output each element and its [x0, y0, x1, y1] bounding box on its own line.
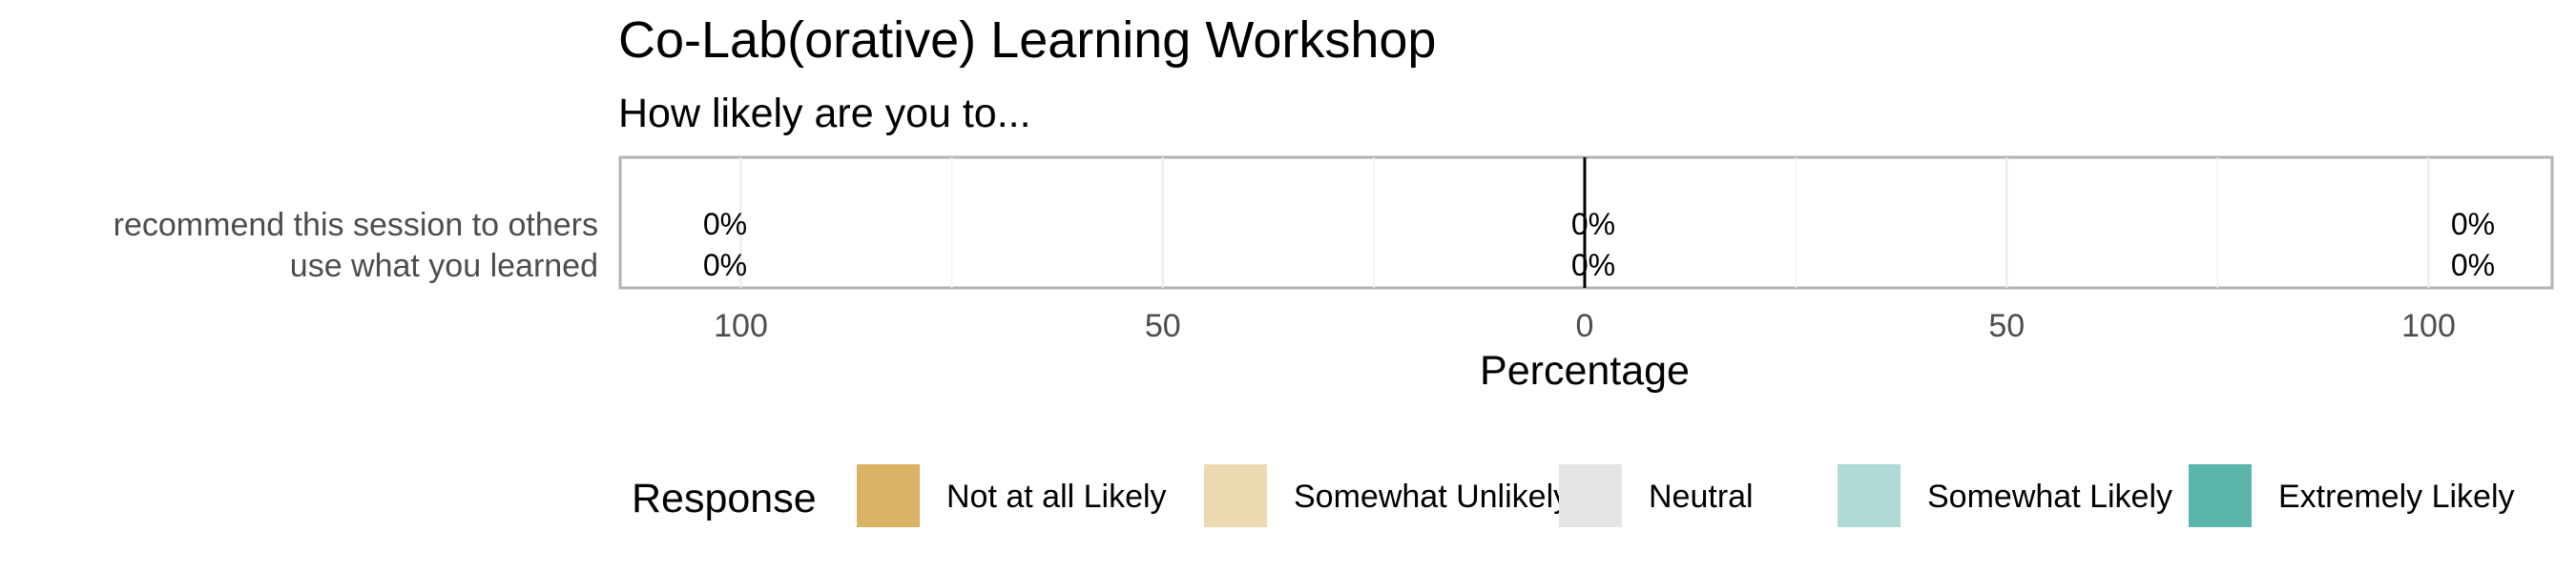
chart-title: Co-Lab(orative) Learning Workshop	[618, 11, 1436, 69]
x-axis: 100 50 0 50 100	[714, 308, 2456, 344]
legend-key	[857, 464, 920, 527]
chart-subtitle: How likely are you to...	[618, 91, 1031, 136]
data-label-left: 0%	[703, 207, 747, 241]
x-tick-label: 50	[1988, 308, 2025, 344]
legend-key	[1559, 464, 1622, 527]
category-label: recommend this session to others	[114, 207, 598, 243]
legend-key	[1204, 464, 1267, 527]
data-label-right: 0%	[2451, 207, 2495, 241]
data-label-layer: 0% 0% 0% 0% 0% 0%	[703, 207, 2495, 282]
legend-label: Not at all Likely	[946, 479, 1167, 515]
legend: Response Not at all Likely Somewhat Unlik…	[632, 464, 2515, 527]
data-label-right: 0%	[2451, 248, 2495, 282]
data-label-left: 0%	[703, 248, 747, 282]
legend-title: Response	[632, 476, 817, 521]
legend-key	[2189, 464, 2252, 527]
x-tick-label: 50	[1145, 308, 1181, 344]
legend-key	[1838, 464, 1901, 527]
x-tick-label: 0	[1576, 308, 1594, 344]
legend-label: Extremely Likely	[2278, 479, 2515, 515]
x-tick-label: 100	[2401, 308, 2456, 344]
data-label-center: 0%	[1571, 248, 1615, 282]
plot-panel: 0% 0% 0% 0% 0% 0%	[618, 155, 2554, 290]
category-axis: recommend this session to others use what…	[114, 207, 598, 284]
legend-label: Somewhat Unlikely	[1294, 479, 1569, 515]
legend-label: Neutral	[1649, 479, 1754, 515]
data-label-center: 0%	[1571, 207, 1615, 241]
x-axis-title: Percentage	[1480, 348, 1690, 394]
x-tick-label: 100	[714, 308, 768, 344]
legend-label: Somewhat Likely	[1927, 479, 2172, 515]
category-label: use what you learned	[290, 248, 598, 284]
